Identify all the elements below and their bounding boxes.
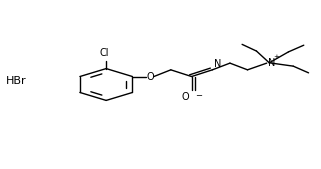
Text: HBr: HBr <box>6 76 27 86</box>
Text: N: N <box>214 59 221 69</box>
Text: O: O <box>146 71 154 81</box>
Text: −: − <box>195 92 203 101</box>
Text: N: N <box>268 58 275 68</box>
Text: Cl: Cl <box>100 48 109 58</box>
Text: O: O <box>181 92 189 102</box>
Text: +: + <box>274 54 280 60</box>
